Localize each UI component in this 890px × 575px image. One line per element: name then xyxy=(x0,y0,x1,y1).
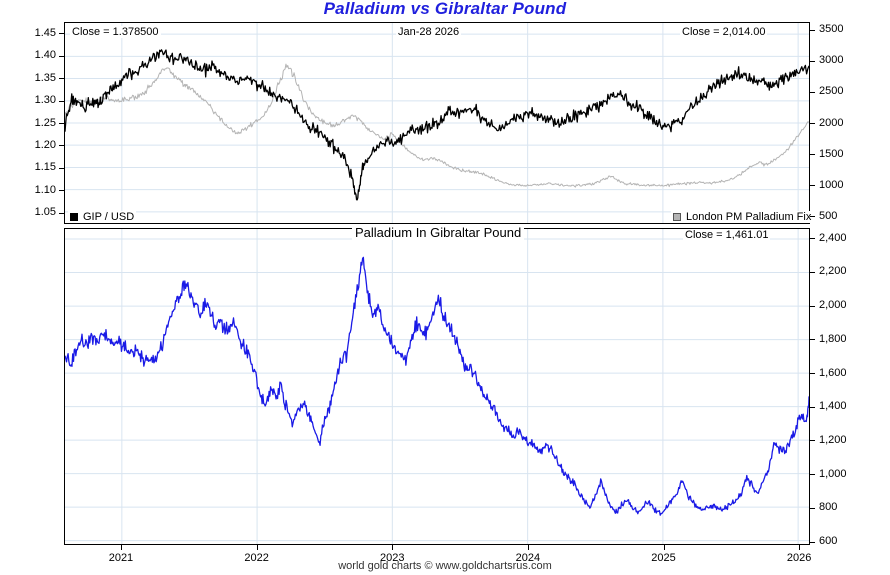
bottom-right-tick-mark-8 xyxy=(810,507,815,509)
bottom-right-tick-mark-3 xyxy=(810,339,815,341)
x-tick-mark-2024 xyxy=(527,545,529,550)
top-left-tick-mark-4 xyxy=(59,123,64,124)
bottom-right-tick-mark-5 xyxy=(810,406,815,408)
top-left-tick-mark-3 xyxy=(59,100,64,102)
top-right-tick-2: 2500 xyxy=(819,85,844,98)
x-tick-mark-2022 xyxy=(256,545,258,550)
top-right-tick-mark-6 xyxy=(810,216,815,218)
bottom-right-tick-mark-1 xyxy=(810,271,815,273)
bottom-right-tick-mark-6 xyxy=(810,440,815,442)
top-left-tick-4: 1.25 xyxy=(34,116,56,129)
legend-gip-usd: GIP / USD xyxy=(68,211,137,223)
top-left-tick-7: 1.10 xyxy=(34,183,56,196)
bottom-right-tick-4: 1,600 xyxy=(819,366,847,379)
top-left-tick-5: 1.20 xyxy=(34,138,56,151)
bottom-right-tick-mark-7 xyxy=(810,474,815,476)
x-tick-2022: 2022 xyxy=(244,552,269,564)
bottom-right-tick-mark-2 xyxy=(810,305,815,307)
top-right-tick-4: 1500 xyxy=(819,147,844,160)
bottom-right-tick-mark-9 xyxy=(810,541,815,543)
top-right-tick-mark-1 xyxy=(810,60,815,62)
top-left-tick-mark-2 xyxy=(59,78,64,80)
top-right-tick-mark-2 xyxy=(810,91,815,93)
footer-credit: world gold charts © www.goldchartsrus.co… xyxy=(338,560,552,572)
bottom-close-label: Close = 1,461.01 xyxy=(683,229,771,241)
top-left-tick-0: 1.45 xyxy=(34,26,56,39)
bottom-right-tick-2: 2,000 xyxy=(819,299,847,312)
x-tick-mark-2021 xyxy=(120,545,122,550)
x-tick-mark-2026 xyxy=(799,545,801,550)
x-tick-2023: 2023 xyxy=(379,552,405,564)
top-right-tick-5: 1000 xyxy=(819,178,844,191)
bottom-right-tick-8: 800 xyxy=(819,501,838,514)
top-right-tick-6: 500 xyxy=(819,209,838,222)
top-close-right-label: Close = 2,014.00 xyxy=(680,26,768,38)
top-right-tick-mark-0 xyxy=(810,29,815,31)
top-left-tick-mark-8 xyxy=(59,212,64,214)
bottom-right-tick-mark-4 xyxy=(810,373,815,374)
bottom-right-tick-mark-0 xyxy=(810,238,815,240)
bottom-right-tick-9: 600 xyxy=(819,535,838,548)
bottom-right-tick-7: 1,000 xyxy=(819,467,847,480)
page-title: Palladium vs Gibraltar Pound xyxy=(323,0,567,18)
top-right-tick-mark-4 xyxy=(810,154,815,156)
top-right-tick-mark-3 xyxy=(810,123,815,124)
top-date-label: Jan-28 2026 xyxy=(396,26,462,38)
x-tick-2026: 2026 xyxy=(786,552,812,564)
bottom-chart-plot xyxy=(65,229,809,544)
bottom-chart-subtitle: Palladium In Gibraltar Pound xyxy=(352,226,525,240)
top-close-left-label: Close = 1.378500 xyxy=(70,26,161,38)
top-left-tick-2: 1.35 xyxy=(34,71,56,84)
legend-palladium-fix-label: London PM Palladium Fix xyxy=(686,211,812,223)
top-left-tick-1: 1.40 xyxy=(34,49,56,62)
legend-palladium-fix: London PM Palladium Fix xyxy=(671,211,814,223)
x-tick-2025: 2025 xyxy=(651,552,676,564)
legend-swatch-gray-icon xyxy=(673,213,681,221)
legend-swatch-black-icon xyxy=(70,213,78,221)
legend-gip-usd-label: GIP / USD xyxy=(83,211,135,223)
x-tick-2024: 2024 xyxy=(515,552,541,564)
bottom-right-tick-6: 1,200 xyxy=(819,433,847,446)
top-left-tick-8: 1.05 xyxy=(34,206,56,219)
bottom-right-tick-1: 2,200 xyxy=(819,265,847,278)
bottom-right-tick-3: 1,800 xyxy=(819,332,847,345)
top-chart-plot xyxy=(65,23,809,223)
top-left-tick-mark-1 xyxy=(59,55,64,57)
top-right-tick-mark-5 xyxy=(810,185,815,187)
top-left-tick-6: 1.15 xyxy=(34,161,56,174)
x-tick-mark-2025 xyxy=(663,545,665,550)
x-tick-2021: 2021 xyxy=(108,552,134,564)
top-left-tick-mark-7 xyxy=(59,190,64,192)
top-left-tick-mark-0 xyxy=(59,33,64,35)
top-right-tick-0: 3500 xyxy=(819,23,844,36)
top-chart-panel xyxy=(64,22,810,224)
top-left-tick-mark-6 xyxy=(59,167,64,169)
top-left-tick-3: 1.30 xyxy=(34,94,56,107)
bottom-chart-panel xyxy=(64,228,810,545)
x-tick-mark-2023 xyxy=(392,545,394,550)
bottom-right-tick-5: 1,400 xyxy=(819,400,847,413)
top-right-tick-1: 3000 xyxy=(819,54,844,67)
top-left-tick-mark-5 xyxy=(59,145,64,147)
top-right-tick-3: 2000 xyxy=(819,116,844,129)
bottom-right-tick-0: 2,400 xyxy=(819,231,847,244)
